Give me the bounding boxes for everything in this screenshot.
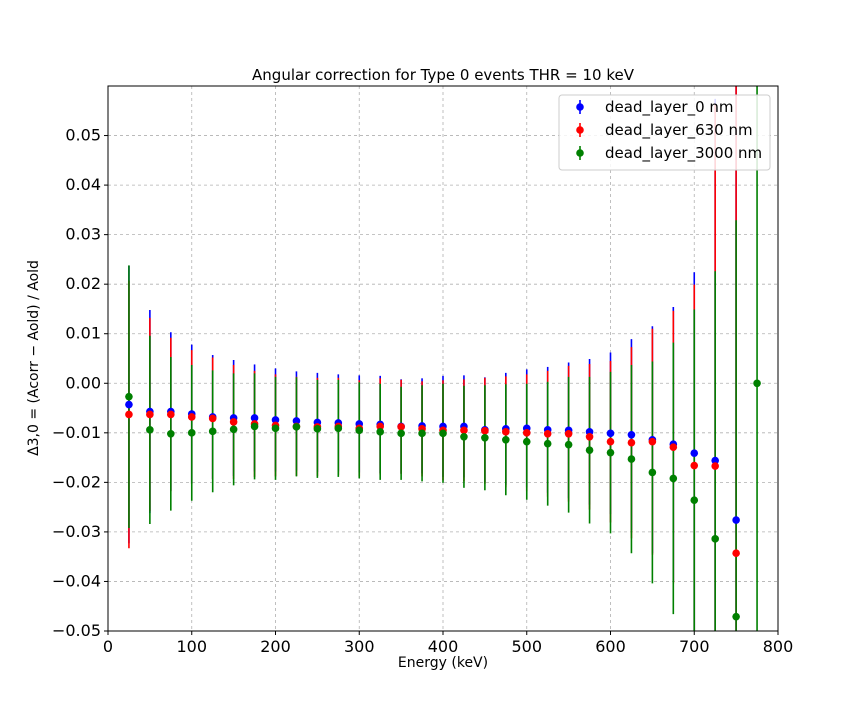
data-point <box>753 379 761 388</box>
data-point <box>690 461 699 470</box>
data-point <box>481 427 489 435</box>
data-point <box>146 410 154 419</box>
legend-marker <box>576 126 584 134</box>
y-tick-label: −0.02 <box>52 472 101 491</box>
data-point <box>167 430 175 438</box>
data-point <box>250 422 259 431</box>
data-point <box>627 438 636 447</box>
data-point <box>502 435 510 444</box>
data-point <box>606 429 615 438</box>
data-point <box>732 549 740 558</box>
data-point <box>711 456 719 465</box>
y-tick-label: 0.02 <box>65 274 101 293</box>
data-point <box>669 443 678 451</box>
data-point <box>648 468 657 477</box>
y-tick-label: −0.01 <box>52 423 101 442</box>
x-tick-label: 400 <box>428 637 459 656</box>
data-point <box>229 418 238 426</box>
data-point <box>669 474 678 483</box>
x-tick-label: 100 <box>176 637 207 656</box>
data-point <box>292 417 301 425</box>
x-tick-label: 500 <box>511 637 542 656</box>
data-point <box>460 426 468 435</box>
data-point <box>187 413 196 421</box>
data-point <box>187 429 196 437</box>
data-point <box>585 446 594 454</box>
x-axis-label: Energy (keV) <box>398 655 488 671</box>
data-point <box>397 423 405 431</box>
data-point <box>732 516 740 524</box>
x-tick-label: 800 <box>763 637 794 656</box>
data-point <box>711 535 719 543</box>
data-point <box>606 437 615 446</box>
data-point <box>355 426 364 435</box>
legend-label: dead_layer_3000 nm <box>605 144 762 163</box>
data-point <box>711 462 719 470</box>
y-tick-label: −0.03 <box>52 522 101 541</box>
y-tick-label: 0.05 <box>65 126 101 145</box>
data-point <box>125 392 133 401</box>
y-tick-label: 0.03 <box>65 225 101 244</box>
data-point <box>690 496 699 505</box>
y-tick-label: 0.00 <box>65 373 101 392</box>
data-point <box>208 414 217 423</box>
y-tick-label: −0.04 <box>52 571 101 590</box>
data-point <box>271 416 280 424</box>
data-point <box>292 423 301 431</box>
x-tick-label: 300 <box>344 637 375 656</box>
data-point <box>481 433 489 442</box>
x-tick-label: 700 <box>679 637 710 656</box>
data-point <box>397 429 405 438</box>
chart-title: Angular correction for Type 0 events THR… <box>252 66 635 84</box>
legend: dead_layer_0 nm dead_layer_630 nm dead_lay… <box>558 94 771 171</box>
data-point <box>522 429 531 437</box>
data-point <box>543 439 552 448</box>
data-point <box>732 612 740 621</box>
data-point <box>690 449 699 457</box>
data-point <box>627 431 636 439</box>
data-point <box>250 414 259 422</box>
data-point <box>648 437 657 446</box>
legend-label: dead_layer_0 nm <box>605 98 734 117</box>
data-point <box>418 429 426 438</box>
x-tick-label: 0 <box>103 637 113 656</box>
data-point <box>376 422 384 431</box>
legend-marker <box>576 103 584 111</box>
data-point <box>313 425 322 433</box>
data-point <box>208 427 217 436</box>
axis-ticks: 0 100 200 300 400 500 600 700 800 −0.05 −0.04 −0.03… <box>52 126 793 656</box>
y-tick-label: 0.04 <box>65 175 101 194</box>
legend-box <box>558 94 771 171</box>
data-point <box>125 410 133 419</box>
data-point <box>564 430 573 438</box>
data-point <box>334 424 343 433</box>
data-point <box>146 426 154 434</box>
data-point <box>167 410 175 419</box>
y-tick-label: −0.05 <box>52 621 101 640</box>
data-point <box>439 429 447 438</box>
x-tick-label: 600 <box>595 637 626 656</box>
x-tick-label: 200 <box>260 637 291 656</box>
data-point <box>376 428 384 436</box>
data-point <box>564 440 573 449</box>
data-point <box>543 430 552 438</box>
data-point <box>460 432 468 441</box>
data-point <box>627 455 636 463</box>
data-point <box>606 448 615 457</box>
y-axis-label: Δ3,0 = (Acorr − Aold) / Aold <box>26 260 42 456</box>
data-point <box>502 428 510 436</box>
legend-marker <box>576 149 584 157</box>
data-point <box>229 425 238 434</box>
data-point <box>585 432 594 441</box>
data-point <box>125 400 133 409</box>
data-point <box>271 424 280 433</box>
y-tick-label: 0.01 <box>65 324 101 343</box>
data-points <box>125 379 761 621</box>
data-point <box>522 437 531 446</box>
legend-label: dead_layer_630 nm <box>605 121 753 140</box>
